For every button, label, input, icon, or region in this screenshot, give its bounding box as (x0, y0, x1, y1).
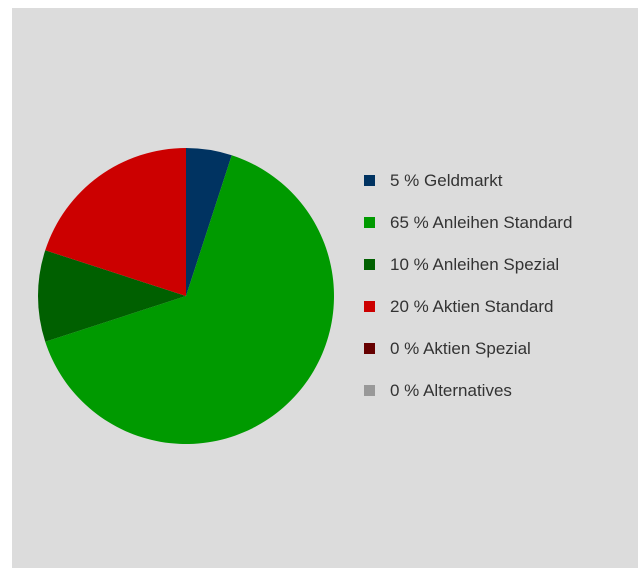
legend-swatch (364, 259, 375, 270)
legend-swatch (364, 385, 375, 396)
legend-item-anleihen-standard: 65 % Anleihen Standard (364, 210, 634, 235)
pie-slice-2 (37, 250, 186, 342)
pie-slice-0 (186, 148, 232, 296)
legend-swatch (364, 175, 375, 186)
legend-label: 65 % Anleihen Standard (390, 212, 573, 232)
pie-slice-3 (45, 148, 186, 296)
legend-label: 5 % Geldmarkt (390, 170, 503, 190)
legend-label: 20 % Aktien Standard (390, 296, 554, 316)
pie-slice-1 (45, 155, 334, 444)
legend-swatch (364, 217, 375, 228)
legend-swatch (364, 301, 375, 312)
legend-item-anleihen-spezial: 10 % Anleihen Spezial (364, 252, 634, 277)
legend-item-aktien-standard: 20 % Aktien Standard (364, 294, 634, 319)
legend-swatch (364, 343, 375, 354)
legend-label: 0 % Alternatives (390, 380, 512, 400)
legend-item-geldmarkt: 5 % Geldmarkt (364, 168, 634, 193)
legend-item-alternatives: 0 % Alternatives (364, 378, 634, 403)
legend-item-aktien-spezial: 0 % Aktien Spezial (364, 336, 634, 361)
legend-label: 0 % Aktien Spezial (390, 338, 531, 358)
legend-label: 10 % Anleihen Spezial (390, 254, 560, 274)
legend: 5 % Geldmarkt 65 % Anleihen Standard 10 … (364, 168, 634, 420)
